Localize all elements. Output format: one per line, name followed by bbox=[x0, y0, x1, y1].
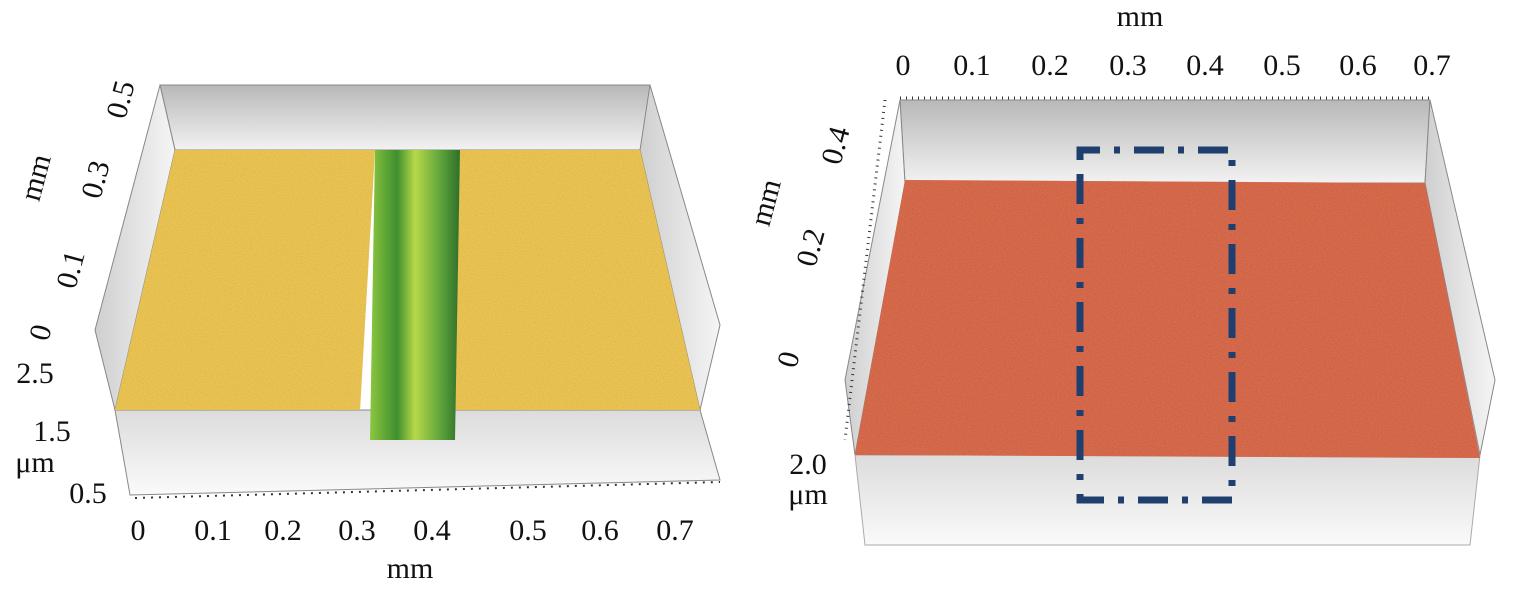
tick-label: 0.2 bbox=[790, 225, 832, 270]
tick-label: 0.5 bbox=[1263, 49, 1301, 82]
surface-texture bbox=[855, 180, 1480, 458]
right-surface-plot bbox=[843, 96, 1496, 546]
tick-label: 0.6 bbox=[1339, 49, 1377, 82]
tick-label: 1.5 bbox=[33, 415, 71, 448]
tick-label: 0.2 bbox=[264, 514, 302, 547]
tick-label: 0.3 bbox=[1109, 49, 1147, 82]
tick-label: 0.5 bbox=[509, 514, 547, 547]
back-wall bbox=[159, 84, 651, 151]
tick-label: 0.4 bbox=[1186, 49, 1224, 82]
tick-label: 0.7 bbox=[1413, 49, 1451, 82]
tick-label: 0 bbox=[23, 321, 59, 344]
surface-texture bbox=[115, 150, 375, 410]
tick-label: 0.6 bbox=[581, 514, 619, 547]
axis-label: mm bbox=[744, 176, 788, 230]
tick-label: 0.2 bbox=[1031, 49, 1069, 82]
tick-label: 0.4 bbox=[815, 123, 857, 168]
axis-label: μm bbox=[788, 478, 827, 511]
back-wall bbox=[899, 99, 1431, 184]
axis-label: mm bbox=[1117, 0, 1164, 33]
left-surface-plot bbox=[94, 84, 721, 499]
axis-label: μm bbox=[15, 446, 54, 479]
axis-label: mm bbox=[387, 552, 434, 585]
tick-label: 0 bbox=[896, 49, 911, 82]
labels: 0 0.1 0.2 0.3 0.4 0.5 0.6 0.7 mm 0 0.1 0.3 0.5 mm 0.5 1… bbox=[14, 0, 1451, 585]
tick-label: 0.4 bbox=[413, 514, 451, 547]
highlight-box bbox=[1076, 146, 1236, 504]
tick-label: 0.5 bbox=[100, 77, 142, 122]
tick-label: 0 bbox=[771, 348, 807, 371]
surface-texture bbox=[455, 150, 700, 410]
tick-label: 0.3 bbox=[75, 157, 117, 202]
tick-label: 0.5 bbox=[69, 477, 107, 510]
tick-label: 2.5 bbox=[16, 357, 54, 390]
tick-label: 0.3 bbox=[338, 514, 376, 547]
x-axis-ticks bbox=[134, 481, 721, 499]
axis-label: mm bbox=[14, 151, 58, 205]
tick-label: 0 bbox=[131, 514, 146, 547]
tick-label: 0.1 bbox=[953, 49, 991, 82]
tick-label: 0.1 bbox=[194, 514, 232, 547]
groove bbox=[370, 150, 460, 440]
tick-label: 0.1 bbox=[50, 247, 92, 292]
tick-label: 0.7 bbox=[656, 514, 694, 547]
tick-label: 2.0 bbox=[789, 448, 827, 481]
